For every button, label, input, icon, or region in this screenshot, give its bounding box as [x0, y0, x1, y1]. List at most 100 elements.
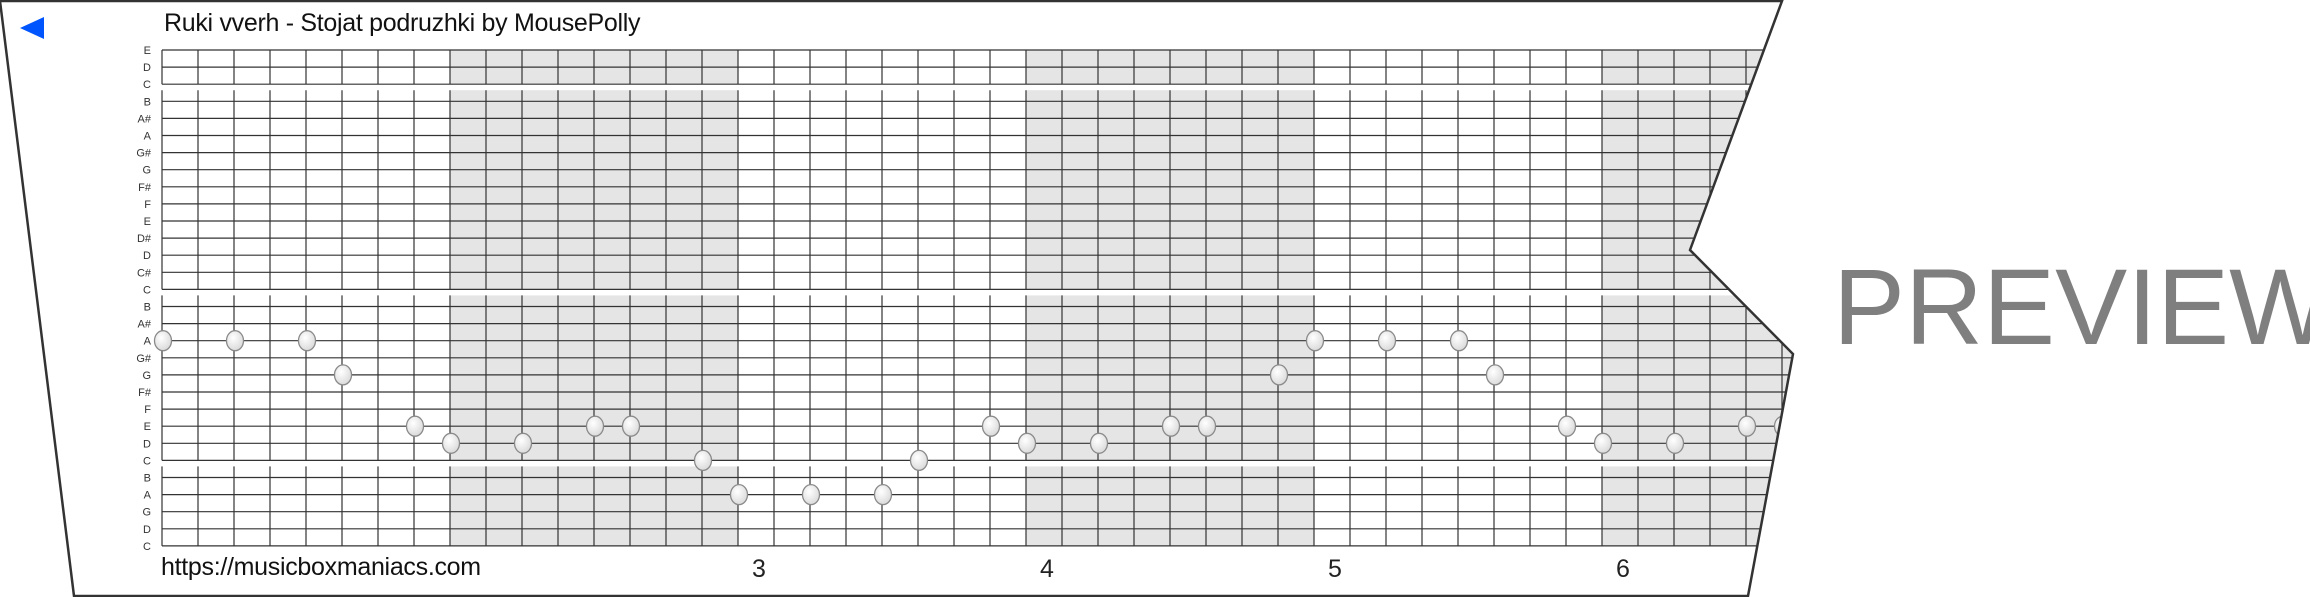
shaded-measure-cell	[450, 466, 486, 546]
pitch-label: G#	[136, 148, 152, 160]
shaded-measure-cell	[666, 295, 702, 461]
shaded-measure-cell	[666, 466, 702, 546]
shaded-measure-cell	[558, 90, 594, 290]
shaded-measure-cell	[594, 295, 630, 461]
shaded-measure-cell	[1710, 295, 1746, 461]
shaded-measure-cell	[1278, 90, 1314, 290]
preview-watermark: PREVIEW	[1833, 246, 2310, 367]
shaded-measure-cell	[1170, 466, 1206, 546]
shaded-measure-cell	[522, 466, 558, 546]
pitch-label: G#	[136, 353, 152, 365]
note-hole	[513, 432, 533, 454]
pitch-label: F#	[138, 182, 152, 194]
note-hole	[1377, 330, 1397, 352]
note-hole	[297, 330, 317, 352]
pitch-label: D	[143, 524, 151, 536]
note-hole	[729, 483, 749, 506]
pitch-label: D	[143, 250, 151, 262]
note-hole	[801, 483, 821, 506]
note-hole	[873, 483, 893, 506]
shaded-measure-cell	[1602, 90, 1638, 290]
note-hole	[1161, 415, 1181, 437]
shaded-measure-cell	[522, 90, 558, 290]
pitch-label: F#	[138, 387, 152, 399]
shaded-measure-cell	[522, 295, 558, 461]
pitch-label: G	[142, 165, 151, 177]
strip-outline	[0, 0, 1795, 597]
triangle-left-icon[interactable]	[20, 17, 44, 39]
note-hole	[1305, 330, 1325, 352]
measure-number: 3	[752, 555, 766, 583]
shaded-measure-cell	[1206, 466, 1242, 546]
note-hole	[1485, 364, 1505, 386]
measure-number: 5	[1328, 555, 1342, 583]
pitch-label: C	[143, 455, 151, 467]
pitch-label: C	[143, 541, 151, 553]
note-hole	[1269, 364, 1289, 386]
note-hole	[1197, 415, 1217, 437]
footer-url[interactable]: https://musicboxmaniacs.com	[161, 553, 481, 581]
measure-number: 4	[1040, 555, 1054, 583]
pitch-label: F	[144, 404, 151, 416]
note-grid	[153, 49, 1793, 547]
pitch-label: B	[144, 473, 151, 485]
shaded-measure-cell	[666, 90, 702, 290]
shaded-measure-cell	[702, 466, 738, 546]
pitch-label: G	[142, 370, 151, 382]
shaded-measure-cell	[1098, 90, 1134, 290]
shaded-measure-cell	[1638, 295, 1674, 461]
pitch-label: D	[143, 62, 151, 74]
shaded-measure-cell	[1206, 295, 1242, 461]
shaded-measure-cell	[1206, 90, 1242, 290]
shaded-measure-cell	[702, 295, 738, 461]
shaded-measure-cell	[486, 466, 522, 546]
shaded-measure-cell	[1242, 90, 1278, 290]
note-hole	[1593, 432, 1613, 454]
shaded-measure-cell	[1674, 466, 1710, 546]
shaded-measure-cell	[1098, 295, 1134, 461]
pitch-label: B	[144, 302, 151, 314]
shaded-measure-cell	[450, 295, 486, 461]
shaded-measure-cell	[630, 295, 666, 461]
note-hole	[405, 415, 425, 437]
shaded-measure-cell	[1026, 295, 1062, 461]
note-hole	[621, 415, 641, 437]
note-hole	[441, 432, 461, 454]
pitch-label: C#	[137, 267, 152, 279]
shaded-measure-cell	[630, 90, 666, 290]
shaded-measure-cell	[702, 90, 738, 290]
shaded-measure-cell	[558, 295, 594, 461]
note-hole	[1665, 432, 1685, 454]
shaded-measure-cell	[486, 90, 522, 290]
pitch-label: B	[144, 96, 151, 108]
shaded-measure-cell	[1134, 466, 1170, 546]
shaded-measure-cell	[1602, 295, 1638, 461]
shaded-measure-cell	[1782, 466, 1793, 546]
shaded-measure-cell	[1746, 90, 1782, 290]
shaded-measure-cell	[1062, 90, 1098, 290]
shaded-measure-cell	[1098, 466, 1134, 546]
shaded-measure-cell	[630, 466, 666, 546]
pitch-label: F	[144, 199, 151, 211]
note-hole	[981, 415, 1001, 437]
measure-numbers: 3 4 5 6	[752, 555, 1630, 583]
note-hole	[1449, 330, 1469, 352]
shaded-measure-cell	[1674, 90, 1710, 290]
shaded-measure-cell	[1710, 466, 1746, 546]
shaded-measure-cell	[1674, 295, 1710, 461]
measure-number: 6	[1616, 555, 1630, 583]
note-hole	[909, 449, 929, 472]
shaded-measure-cell	[1170, 295, 1206, 461]
note-hole	[693, 449, 713, 472]
note-hole	[1557, 415, 1577, 437]
song-title: Ruki vverh - Stojat podruzhki by MousePo…	[164, 9, 641, 37]
pitch-label: D#	[137, 233, 152, 245]
shaded-measure-cell	[1062, 466, 1098, 546]
shaded-measure-cell	[1782, 50, 1793, 85]
shaded-measure-cell	[594, 466, 630, 546]
shaded-measure-cell	[486, 295, 522, 461]
note-hole	[153, 330, 173, 352]
pitch-label: G	[142, 507, 151, 519]
shaded-measure-cell	[1026, 90, 1062, 290]
